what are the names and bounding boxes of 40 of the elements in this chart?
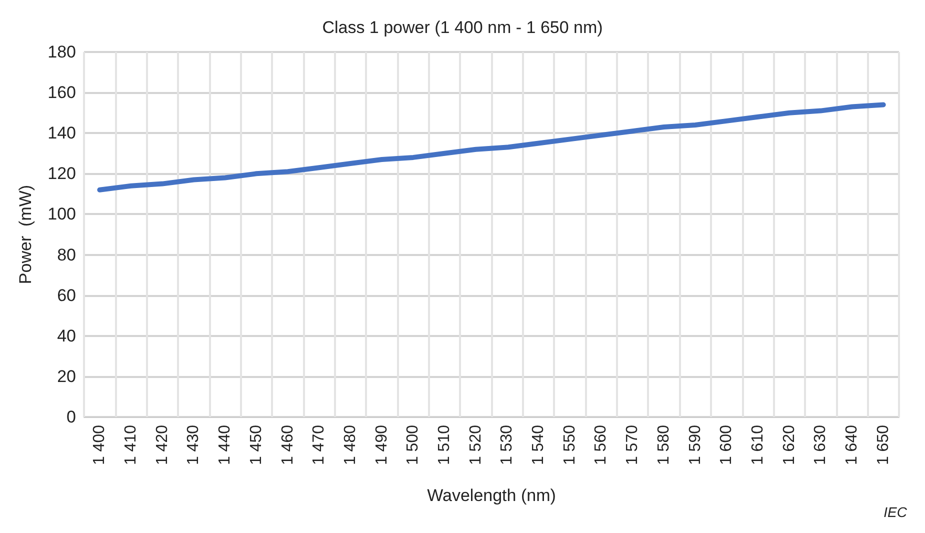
x-tick-label: 1 400 [91, 424, 108, 466]
x-tick-label: 1 530 [498, 424, 516, 466]
x-tick-label: 1 460 [279, 424, 296, 466]
x-tick-label: 1 650 [874, 424, 892, 466]
x-tick-label: 1 520 [467, 424, 484, 466]
y-tick-label: 40 [57, 326, 76, 346]
x-tick-label: 1 490 [373, 424, 390, 466]
x-tick-label: 1 580 [655, 424, 672, 466]
y-tick-label: 20 [57, 366, 76, 386]
x-tick-label: 1 600 [718, 424, 736, 466]
x-tick-label: 1 620 [780, 424, 798, 466]
y-tick-label: 140 [48, 124, 76, 143]
x-tick-label: 1 550 [561, 424, 578, 466]
y-tick-label: 160 [48, 83, 76, 102]
x-tick-label: 1 500 [404, 424, 422, 466]
y-tick-label: 120 [48, 164, 76, 184]
x-tick-label: 1 480 [342, 424, 359, 466]
y-tick-label: 0 [66, 408, 76, 426]
x-axis-title: Wavelength (nm) [427, 486, 556, 505]
y-tick-label: 60 [57, 286, 76, 305]
x-tick-label: 1 590 [686, 424, 704, 466]
x-tick-label: 1 420 [154, 424, 171, 466]
x-tick-label: 1 540 [530, 424, 548, 466]
text: IEC [884, 504, 908, 520]
x-tick-label: 1 630 [812, 424, 830, 466]
x-tick-label: 1 410 [122, 424, 140, 466]
x-tick-label: 1 570 [624, 424, 642, 466]
y-tick-label: 80 [57, 245, 76, 264]
y-tick-label: 100 [48, 204, 76, 224]
y-axis-title: Power (mW) [16, 184, 35, 284]
x-tick-label: 1 510 [436, 424, 453, 466]
x-tick-label: 1 560 [592, 424, 610, 466]
x-tick-label: 1 470 [310, 424, 328, 466]
x-tick-label: 1 450 [248, 424, 265, 466]
x-tick-label: 1 610 [749, 424, 766, 466]
x-tick-label: 1 440 [216, 424, 234, 466]
x-tick-label: 1 430 [185, 424, 202, 466]
x-tick-label: 1 640 [843, 424, 860, 466]
y-tick-label: 180 [48, 42, 76, 62]
chart-title: Class 1 power (1 400 nm - 1 650 nm) [322, 18, 603, 37]
